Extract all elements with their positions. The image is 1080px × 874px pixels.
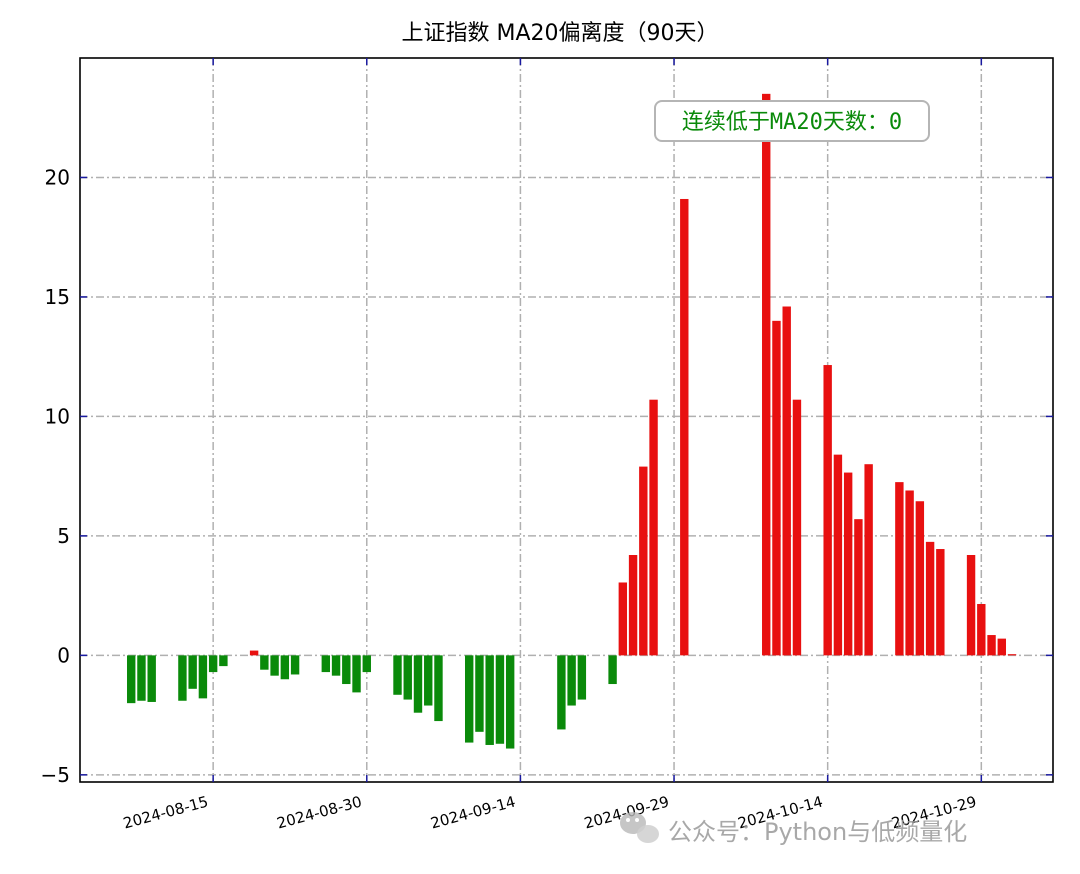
bar-positive <box>977 603 986 656</box>
bar-negative <box>321 655 331 673</box>
bar-negative <box>342 655 351 685</box>
bar-negative <box>280 655 290 680</box>
y-tick-label: 15 <box>45 285 70 309</box>
chart-title: 上证指数 MA20偏离度（90天） <box>401 21 718 46</box>
y-axis: −5 0 5 10 15 20 <box>41 165 70 786</box>
bar-negative <box>495 655 505 744</box>
bar-negative <box>147 655 156 702</box>
x-tick-label: 2024-09-14 <box>429 792 518 832</box>
bar-positive <box>936 549 945 656</box>
bar-positive <box>772 320 781 656</box>
bar-negative <box>331 655 341 676</box>
bar-negative <box>198 655 208 699</box>
bar-negative <box>290 655 300 675</box>
bar-positive <box>680 198 689 656</box>
bar-negative <box>608 655 617 685</box>
bar-negative <box>188 655 197 689</box>
bars <box>127 93 1017 749</box>
bar-positive <box>843 472 853 656</box>
x-tick-label: 2024-08-15 <box>121 792 210 832</box>
bar-negative <box>178 655 187 701</box>
bar-positive <box>639 466 648 656</box>
bar-positive <box>1007 654 1017 656</box>
bar-negative <box>465 655 474 743</box>
bar-positive <box>762 93 771 656</box>
bar-negative <box>352 655 361 693</box>
bar-negative <box>137 655 146 701</box>
bar-positive <box>997 638 1006 656</box>
bar-negative <box>270 655 279 676</box>
bar-positive <box>987 635 996 656</box>
bar-negative <box>260 655 269 670</box>
watermark-text: 公众号：Python与低频量化 <box>668 818 967 846</box>
bar-negative <box>208 655 218 673</box>
y-tick-label: 0 <box>57 643 70 667</box>
y-tick-label: −5 <box>41 763 70 787</box>
bar-positive <box>895 482 904 656</box>
bar-positive <box>833 454 843 656</box>
bar-positive <box>854 519 863 656</box>
annotation-frame <box>654 100 930 142</box>
annotation-box: 连续低于MA20天数：0 <box>654 100 930 142</box>
bar-positive <box>249 650 259 656</box>
bar-negative <box>505 655 515 749</box>
bar-positive <box>905 490 914 656</box>
bar-negative <box>127 655 136 704</box>
bar-positive <box>792 399 802 656</box>
annotation-text: 连续低于MA20天数：0 <box>682 110 902 135</box>
axis-ticks <box>80 58 1053 782</box>
bar-negative <box>475 655 484 732</box>
bar-positive <box>864 464 873 656</box>
bar-positive <box>823 365 832 656</box>
bar-positive <box>915 501 925 656</box>
bar-negative <box>434 655 443 722</box>
y-tick-label: 5 <box>57 524 70 548</box>
bar-positive <box>618 582 628 656</box>
grid <box>80 58 1053 782</box>
y-tick-label: 20 <box>45 165 70 189</box>
bar-positive <box>782 306 791 656</box>
bar-negative <box>557 655 566 730</box>
bar-negative <box>567 655 576 706</box>
bar-positive <box>966 555 976 656</box>
bar-positive <box>925 541 935 656</box>
bar-negative <box>413 655 423 713</box>
bar-negative <box>403 655 412 700</box>
y-tick-label: 10 <box>45 404 70 428</box>
bar-positive <box>628 555 638 656</box>
bar-negative <box>485 655 494 745</box>
watermark: 公众号：Python与低频量化 <box>620 812 967 846</box>
bar-negative <box>219 655 228 667</box>
bar-positive <box>649 399 658 656</box>
plot-frame <box>79 57 1054 783</box>
bar-negative <box>362 655 371 673</box>
x-tick-label: 2024-08-30 <box>275 792 364 832</box>
bar-negative <box>393 655 402 695</box>
wechat-icon <box>620 812 659 843</box>
bar-negative <box>577 655 587 700</box>
bar-negative <box>424 655 433 706</box>
